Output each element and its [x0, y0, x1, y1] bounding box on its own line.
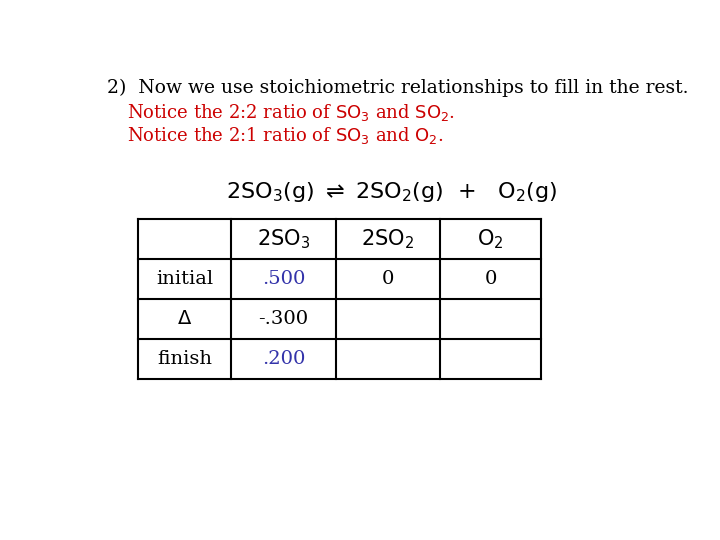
- Text: $\mathrm{2SO_2}$: $\mathrm{2SO_2}$: [361, 227, 415, 251]
- Text: 0: 0: [485, 270, 497, 288]
- Text: 0: 0: [382, 270, 394, 288]
- Text: $\Delta$: $\Delta$: [177, 310, 192, 328]
- Text: .500: .500: [261, 270, 305, 288]
- Text: Notice the 2:1 ratio of $\mathrm{SO_3}$ and $\mathrm{O_2}$.: Notice the 2:1 ratio of $\mathrm{SO_3}$ …: [127, 125, 444, 146]
- Text: Notice the 2:2 ratio of $\mathrm{SO_3}$ and $\mathrm{SO_2}$.: Notice the 2:2 ratio of $\mathrm{SO_3}$ …: [127, 102, 455, 123]
- Text: $\mathrm{2SO_3}$: $\mathrm{2SO_3}$: [257, 227, 310, 251]
- Text: $\mathrm{O_2}$: $\mathrm{O_2}$: [477, 227, 504, 251]
- Text: -.300: -.300: [258, 310, 308, 328]
- Text: initial: initial: [156, 270, 213, 288]
- Text: finish: finish: [157, 350, 212, 368]
- Text: 2)  Now we use stoichiometric relationships to fill in the rest.: 2) Now we use stoichiometric relationshi…: [107, 79, 688, 97]
- Text: $\mathrm{2SO_3(g)}$ $\rightleftharpoons$ $\mathrm{2SO_2(g)}$  +   $\mathrm{O_2(g: $\mathrm{2SO_3(g)}$ $\rightleftharpoons$…: [225, 180, 557, 204]
- Text: .200: .200: [261, 350, 305, 368]
